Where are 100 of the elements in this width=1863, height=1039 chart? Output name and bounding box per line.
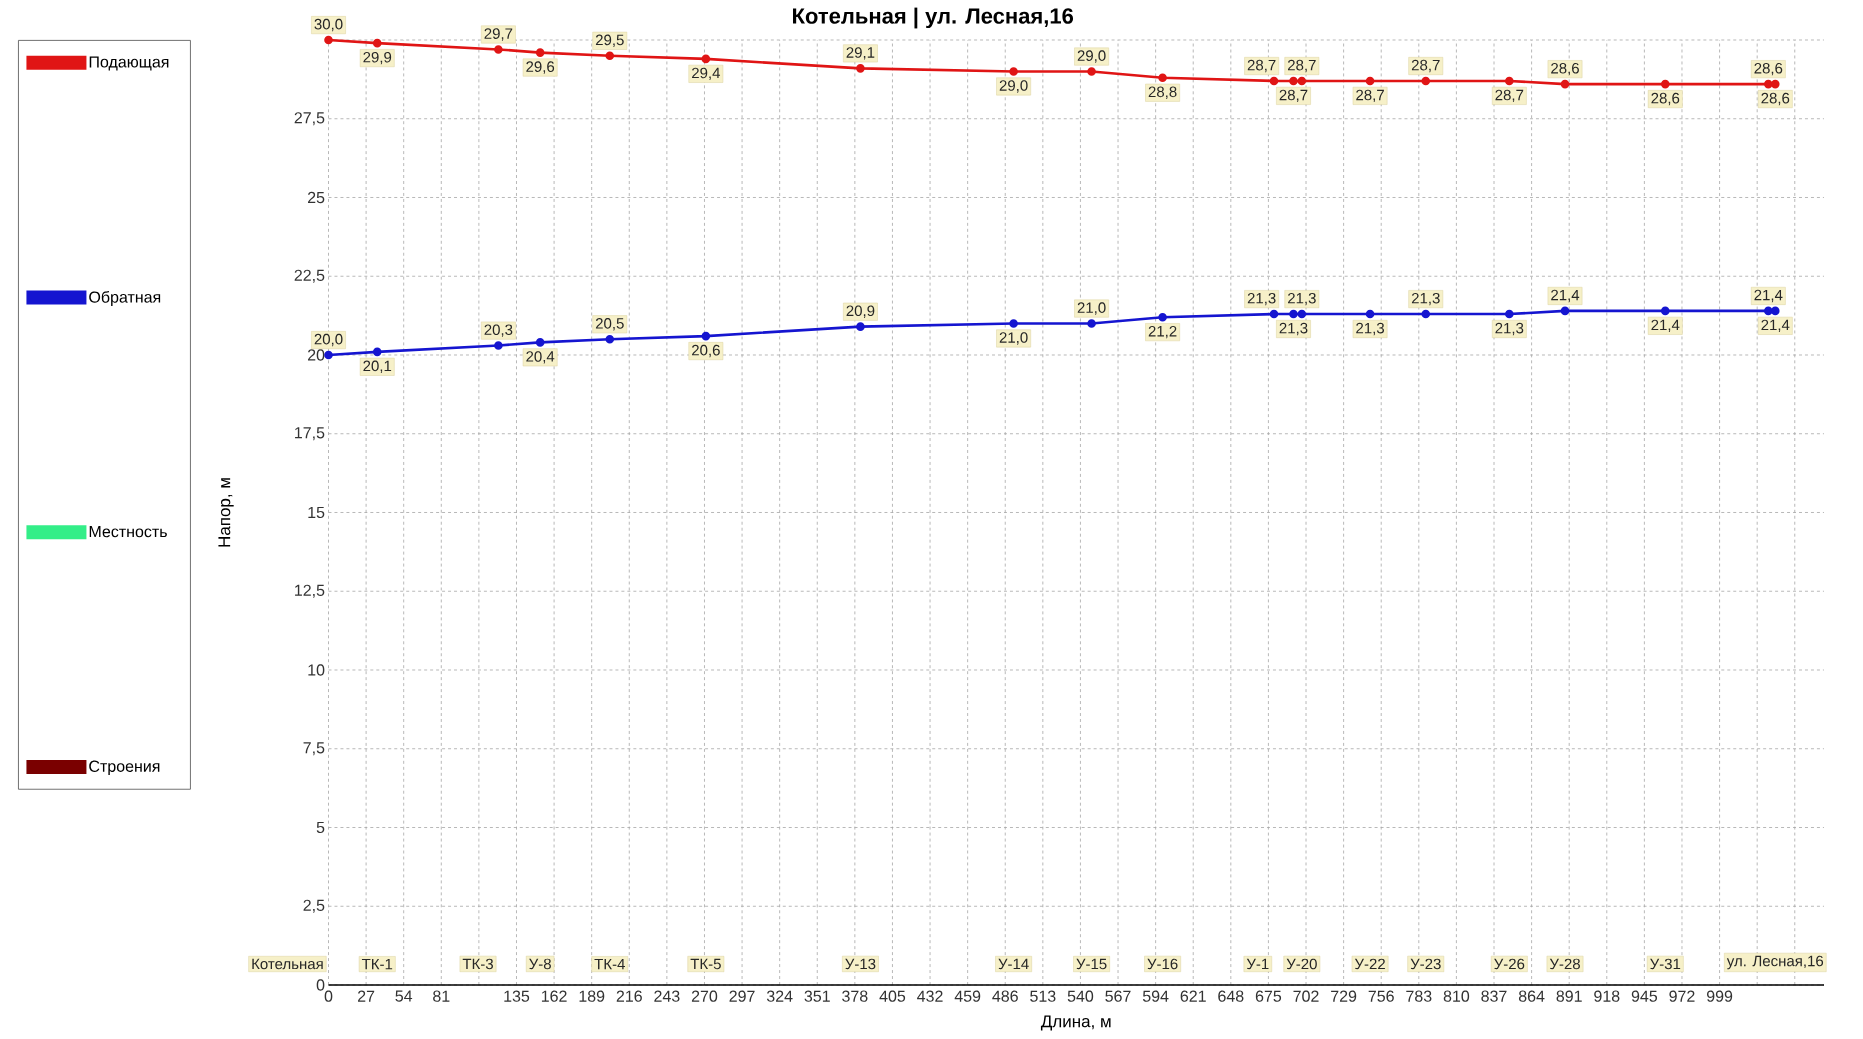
legend-label: Местность [89,526,167,538]
point [1660,306,1670,316]
y-tick-label: 2,5 [303,899,325,913]
x-tick-label: 972 [1669,990,1695,1002]
x-tick-label: 999 [1706,990,1733,1002]
x-tick-label: 135 [504,990,530,1002]
x-tick-label: 162 [541,990,567,1002]
y-tick-label: 27,5 [294,112,325,126]
point [372,347,382,357]
point [535,338,545,347]
legend-label: Обратная [89,290,161,306]
data-label: 20,0 [314,333,343,347]
point [494,45,503,54]
data-label: 21,3 [1279,322,1308,336]
chart-title: Котельная | ул. Лесная,16 [793,7,1074,29]
x-tick-label: 540 [1067,990,1094,1002]
annotation: У-13 [845,958,876,970]
annotation: У-8 [529,958,551,970]
data-label: 28,6 [1651,92,1680,106]
x-tick-label: 189 [579,990,605,1002]
data-label: 29,9 [363,51,392,65]
data-label: 29,0 [1077,50,1106,63]
data-label: 29,6 [526,61,555,74]
y-tick-label: 10 [308,664,325,676]
data-label: 29,7 [484,28,513,41]
annotation: ул. Лесная,16 [1726,955,1824,970]
point [1289,76,1298,86]
data-label: 20,6 [692,344,720,358]
x-tick-label: 567 [1105,990,1131,1002]
data-label: 21,2 [1148,325,1177,339]
annotation: У-20 [1286,958,1317,970]
x-tick-label: 594 [1142,990,1169,1002]
y-tick-label: 25 [308,191,325,204]
data-label: 29,4 [692,67,721,81]
point [856,64,865,73]
x-tick-label: 378 [842,990,868,1002]
annotation: У-22 [1354,958,1385,970]
point [1158,312,1167,322]
annotation: У-14 [998,958,1029,970]
point [1421,309,1431,319]
x-tick-label: 27 [358,990,375,1002]
y-tick-label: 20 [308,349,325,361]
y-tick-label: 22,5 [294,269,325,283]
y-tick-label: 0 [316,979,325,991]
x-tick-label: 405 [879,990,906,1002]
annotation: ТК-4 [594,958,625,970]
point [1087,319,1096,328]
annotation: У-16 [1147,958,1178,970]
annotation: У-28 [1549,958,1580,970]
legend-label: Строения [89,760,160,776]
point [1297,76,1307,86]
x-tick-label: 729 [1331,990,1357,1002]
data-label: 28,6 [1761,92,1790,106]
annotation: У-15 [1076,958,1107,970]
point [1505,76,1514,86]
data-label: 21,3 [1356,322,1385,336]
point [1560,79,1570,89]
data-label: 20,4 [526,351,555,364]
data-label: 29,0 [999,80,1028,93]
x-tick-label: 675 [1255,990,1282,1002]
point [1505,309,1514,319]
annotation: ТК-5 [690,958,721,970]
point [1297,309,1307,319]
point [1770,306,1780,316]
point [1009,319,1018,328]
y-tick-label: 15 [308,506,325,519]
x-tick-label: 621 [1180,990,1206,1002]
x-tick-label: 0 [324,990,333,1002]
x-tick-label: 783 [1406,990,1432,1002]
data-label: 29,5 [595,34,624,47]
point [701,331,711,341]
x-axis-title: Длина, м [1040,1015,1111,1031]
y-tick-label: 7,5 [303,742,325,756]
text: Котельная [252,958,323,970]
data-label: 30,0 [314,18,343,32]
point [1269,309,1279,319]
point [1289,309,1298,319]
x-tick-label: 297 [729,990,755,1002]
data-label: 21,4 [1754,289,1783,303]
data-label: 28,7 [1279,89,1308,103]
data-label: 21,0 [999,332,1028,345]
point [1764,306,1773,316]
point [1660,79,1670,89]
x-tick-label: 351 [804,990,830,1002]
data-label: 21,4 [1551,289,1580,303]
data-label: 28,7 [1495,89,1524,103]
y-tick-label: 17,5 [295,427,325,441]
x-tick-label: 513 [1030,990,1056,1002]
data-label: 20,1 [363,360,392,373]
x-tick-label: 702 [1293,990,1319,1002]
point [605,51,615,61]
data-label: 21,0 [1077,302,1106,315]
data-label: 28,7 [1247,59,1276,73]
point [535,48,545,57]
annotation: У-1 [1246,958,1269,970]
data-label: 28,6 [1551,62,1579,76]
data-label: 28,8 [1148,86,1177,99]
point [372,38,382,48]
y-tick-label: 12,5 [295,584,325,598]
point [1009,67,1018,76]
